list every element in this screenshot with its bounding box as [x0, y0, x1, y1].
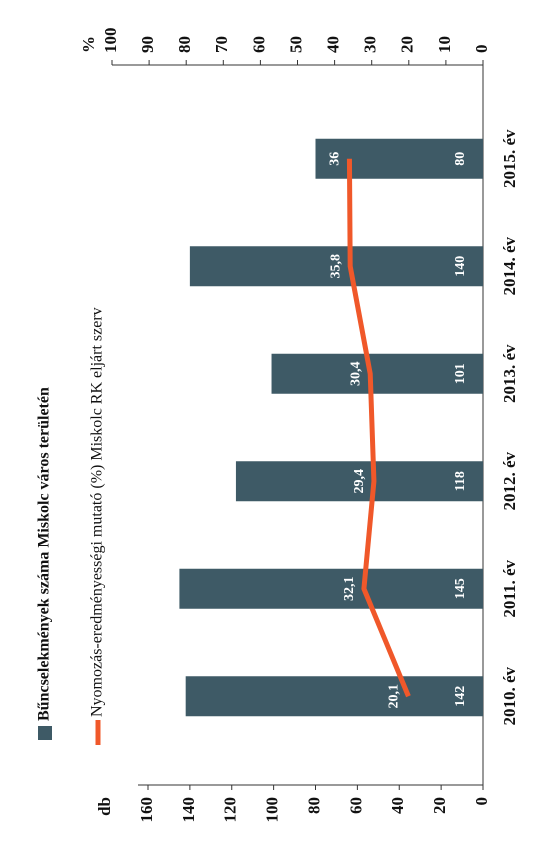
rotated-plot: 0 20 40 60 80 100 120 140 160 db 0 10 20 30 40 50 60 70 80…	[36, 28, 519, 823]
y2-tick-label: 20	[398, 36, 417, 53]
y2-axis-unit: %	[79, 36, 98, 53]
legend-label: Bűncselekmények száma Miskolc város terü…	[36, 387, 53, 721]
bar-label: 145	[453, 578, 468, 599]
bar-label: 142	[453, 686, 468, 707]
x-tick-label: 2010. év	[500, 666, 519, 725]
x-tick-label: 2014. év	[500, 236, 519, 295]
x-tick-label: 2013. év	[500, 344, 519, 403]
y2-tick-label: 50	[286, 36, 305, 53]
x-tick-label: 2011. év	[500, 559, 519, 617]
y2-tick-label: 0	[472, 45, 491, 54]
x-tick-label: 2012. év	[500, 451, 519, 510]
y2-tick-label: 80	[175, 36, 194, 53]
y-tick-label: 160	[137, 797, 156, 823]
y2-tick-label: 30	[361, 36, 380, 53]
bar	[189, 246, 483, 287]
y2-tick-label: 70	[212, 36, 231, 53]
bar	[185, 676, 483, 717]
line	[346, 158, 411, 698]
y-tick-label: 120	[221, 797, 240, 823]
y-tick-label: 80	[304, 797, 323, 814]
line-label: 30,4	[348, 362, 363, 387]
y2-tick-label: 100	[101, 28, 120, 54]
y-tick-label: 0	[472, 797, 491, 806]
y-tick-label: 100	[263, 797, 282, 823]
y2-tick-label: 10	[435, 36, 454, 53]
bar	[315, 138, 483, 179]
bar	[271, 353, 483, 394]
y-tick-label: 40	[388, 797, 407, 814]
line-label: 20,1	[387, 684, 402, 709]
y-tick-label: 140	[179, 797, 198, 823]
line-label: 29,4	[352, 469, 367, 494]
line-label: 32,1	[342, 577, 357, 602]
line-label: 35,8	[328, 254, 343, 279]
bar	[235, 461, 483, 502]
line-label: 36	[328, 152, 343, 166]
bar	[179, 568, 483, 609]
bar-label: 118	[453, 471, 468, 491]
y-axis-unit: db	[95, 797, 114, 816]
bar-label: 140	[453, 256, 468, 277]
y2-tick-label: 60	[249, 36, 268, 53]
y-tick-label: 20	[430, 797, 449, 814]
legend-label: Nyomozás-eredményességi mutató (%) Misko…	[89, 307, 106, 717]
bar-label: 101	[453, 363, 468, 384]
y-tick-label: 60	[346, 797, 365, 814]
y2-tick-label: 40	[324, 36, 343, 53]
legend-swatch	[38, 726, 52, 740]
y2-tick-label: 90	[138, 36, 157, 53]
x-tick-label: 2015. év	[500, 129, 519, 188]
bar-label: 80	[453, 152, 468, 166]
